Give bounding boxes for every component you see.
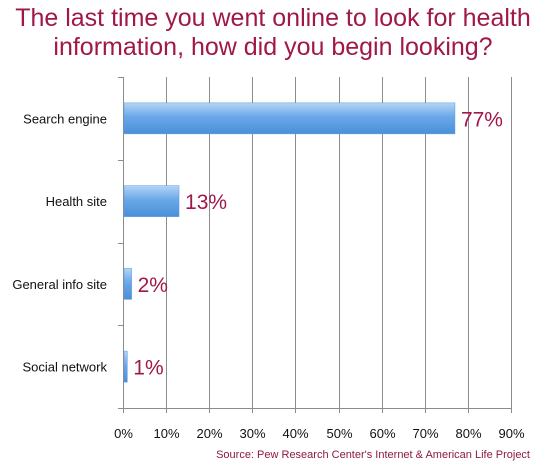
bar — [123, 350, 128, 383]
bar — [123, 102, 456, 135]
x-tick-label: 50% — [326, 426, 352, 441]
bars — [123, 102, 456, 383]
category-label: Search engine — [23, 111, 107, 126]
chart-title-line-2: information, how did you begin looking? — [53, 33, 493, 61]
category-label: Social network — [22, 360, 107, 375]
source-note: Source: Pew Research Center's Internet &… — [216, 449, 530, 461]
category-labels: Search engine Health site General info sit… — [12, 111, 107, 374]
data-label: 77% — [461, 108, 503, 131]
x-tick-labels: 0% 10% 20% 30% 40% 50% 60% 70% 80% 90% — [114, 426, 525, 441]
x-tick-label: 60% — [369, 426, 395, 441]
data-labels: 77% 13% 2% 1% — [133, 108, 503, 379]
axes — [118, 77, 512, 413]
x-tick-label: 80% — [455, 426, 481, 441]
x-tick-label: 20% — [196, 426, 222, 441]
x-tick-label: 0% — [114, 426, 133, 441]
data-label: 1% — [133, 357, 163, 380]
data-label: 2% — [138, 274, 168, 297]
x-tick-label: 70% — [412, 426, 438, 441]
category-label: General info site — [12, 277, 107, 292]
x-tick-label: 30% — [239, 426, 265, 441]
chart-title-line-1: The last time you went online to look fo… — [15, 4, 531, 32]
data-label: 13% — [185, 191, 227, 214]
chart-title: The last time you went online to look fo… — [0, 4, 546, 62]
category-label: Health site — [46, 194, 107, 209]
x-tick-label: 10% — [153, 426, 179, 441]
x-tick-label: 90% — [498, 426, 524, 441]
x-tick-label: 40% — [282, 426, 308, 441]
bar — [123, 268, 132, 300]
bar — [123, 185, 180, 217]
